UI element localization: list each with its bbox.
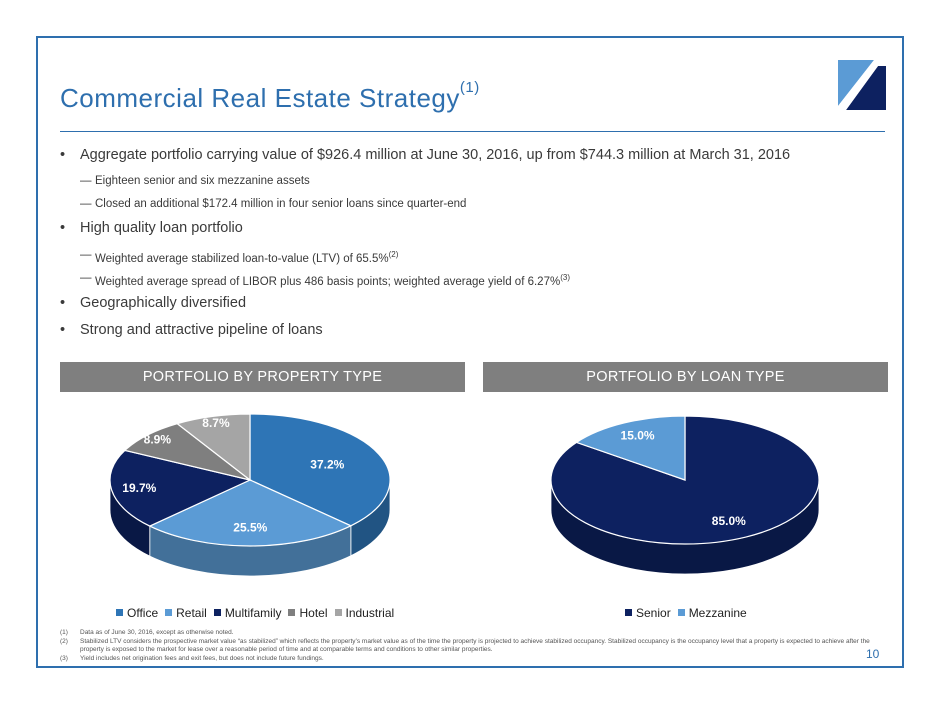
legend-swatch xyxy=(677,609,685,616)
data-label-industrial: 8.7% xyxy=(202,416,230,430)
sub-bullet-item: — Eighteen senior and six mezzanine asset… xyxy=(60,173,310,189)
page-number: 10 xyxy=(866,647,880,661)
legend-item-hotel: Hotel xyxy=(288,606,328,620)
legend-label: Hotel xyxy=(299,606,328,620)
legend-swatch xyxy=(288,609,296,616)
legend-swatch xyxy=(334,609,342,616)
legend-item-industrial: Industrial xyxy=(334,606,395,620)
loan-type-header: PORTFOLIO BY LOAN TYPE xyxy=(483,362,888,392)
footnote-number: (2) xyxy=(60,637,68,645)
bullet-text: Aggregate portfolio carrying value of $9… xyxy=(80,147,791,163)
dash-marker: — xyxy=(80,198,92,210)
legend-item-office: Office xyxy=(116,606,158,620)
legend-item-retail: Retail xyxy=(165,606,207,620)
pie-slice-mezzanine xyxy=(575,415,686,481)
bullet-marker: • xyxy=(60,295,66,311)
legend-swatch xyxy=(116,609,123,616)
footnote: (1) Data as of June 30, 2016, except as o… xyxy=(60,629,880,638)
footnote-number: (1) xyxy=(60,629,68,636)
dash-marker: — xyxy=(80,272,92,284)
footnote: (3) Yield includes net origination fees a… xyxy=(60,655,880,664)
pie-slice-multifamily xyxy=(109,449,252,527)
title-divider xyxy=(60,131,885,132)
bullet-text: Weighted average spread of LIBOR plus 48… xyxy=(95,275,561,288)
data-label-senior: 85.0% xyxy=(712,514,746,528)
footnotes: (1) Data as of June 30, 2016, except as o… xyxy=(60,629,880,663)
footnote-text: Data as of June 30, 2016, except as othe… xyxy=(80,629,234,636)
bullet-marker: • xyxy=(60,322,66,338)
sub-bullet-item: — Weighted average spread of LIBOR plus 4… xyxy=(60,270,570,290)
loan-type-pie-chart: 85.0% 15.0% xyxy=(550,415,820,575)
footnote-ref: (2) xyxy=(388,250,399,259)
legend-swatch xyxy=(625,609,632,616)
bullet-text: Strong and attractive pipeline of loans xyxy=(80,322,323,338)
data-label-multifamily: 19.7% xyxy=(122,481,156,495)
bullet-item: • High quality loan portfolio xyxy=(60,219,243,238)
bullet-text: Eighteen senior and six mezzanine assets xyxy=(95,175,310,187)
legend-swatch xyxy=(165,609,173,616)
legend-label: Multifamily xyxy=(224,606,282,620)
title-footnote-ref: (1) xyxy=(459,79,480,96)
sub-bullet-item: — Closed an additional $172.4 million in … xyxy=(60,196,466,212)
data-label-hotel: 8.9% xyxy=(144,433,172,447)
dash-marker: — xyxy=(80,175,92,187)
slide-title: Commercial Real Estate Strategy(1) xyxy=(60,79,480,113)
legend-item-senior: Senior xyxy=(625,606,671,620)
footnote-text: Stabilized LTV considers the prospective… xyxy=(80,637,870,654)
pie-slice-office xyxy=(249,413,391,527)
bullet-marker: • xyxy=(60,147,66,163)
slide-frame xyxy=(36,36,904,668)
legend-label: Senior xyxy=(636,606,671,620)
company-logo xyxy=(838,60,886,110)
footnote: (2) Stabilized LTV considers the prospect… xyxy=(60,638,880,655)
bullet-marker: • xyxy=(60,220,66,236)
bullet-item: • Strong and attractive pipeline of loans xyxy=(60,321,323,340)
property-type-header: PORTFOLIO BY PROPERTY TYPE xyxy=(60,362,465,392)
pie-slice-retail xyxy=(148,479,353,547)
legend-item-multifamily: Multifamily xyxy=(213,606,282,620)
bullet-text: Weighted average stabilized loan-to-valu… xyxy=(95,252,389,265)
legend-label: Mezzanine xyxy=(688,606,747,620)
footnote-text: Yield includes net origination fees and … xyxy=(80,654,324,662)
loan-type-legend: Senior Mezzanine xyxy=(625,606,754,620)
legend-label: Industrial xyxy=(345,606,395,620)
pie-slice-industrial xyxy=(175,413,251,482)
legend-label: Retail xyxy=(176,606,207,620)
bullet-item: • Aggregate portfolio carrying value of $… xyxy=(60,146,790,165)
bullet-text: Closed an additional $172.4 million in f… xyxy=(95,198,467,210)
data-label-retail: 25.5% xyxy=(233,521,267,535)
bullet-item: • Geographically diversified xyxy=(60,294,246,313)
bullet-text: High quality loan portfolio xyxy=(80,220,243,236)
dash-marker: — xyxy=(80,249,92,261)
footnote-ref: (3) xyxy=(560,273,570,282)
legend-label: Office xyxy=(127,606,159,620)
bullet-text: Geographically diversified xyxy=(80,295,247,311)
legend-swatch xyxy=(213,609,221,616)
sub-bullet-item: — Weighted average stabilized loan-to-val… xyxy=(60,247,398,267)
data-label-mezzanine: 15.0% xyxy=(621,429,655,443)
footnote-number: (3) xyxy=(60,654,68,662)
property-type-pie-chart: 37.2% 25.5% 19.7% 8.9% 8.7% xyxy=(109,413,391,577)
property-type-legend: Office Retail Multifamily Hotel Industrial xyxy=(116,606,401,620)
legend-item-mezzanine: Mezzanine xyxy=(677,606,747,620)
data-label-office: 37.2% xyxy=(310,458,344,472)
